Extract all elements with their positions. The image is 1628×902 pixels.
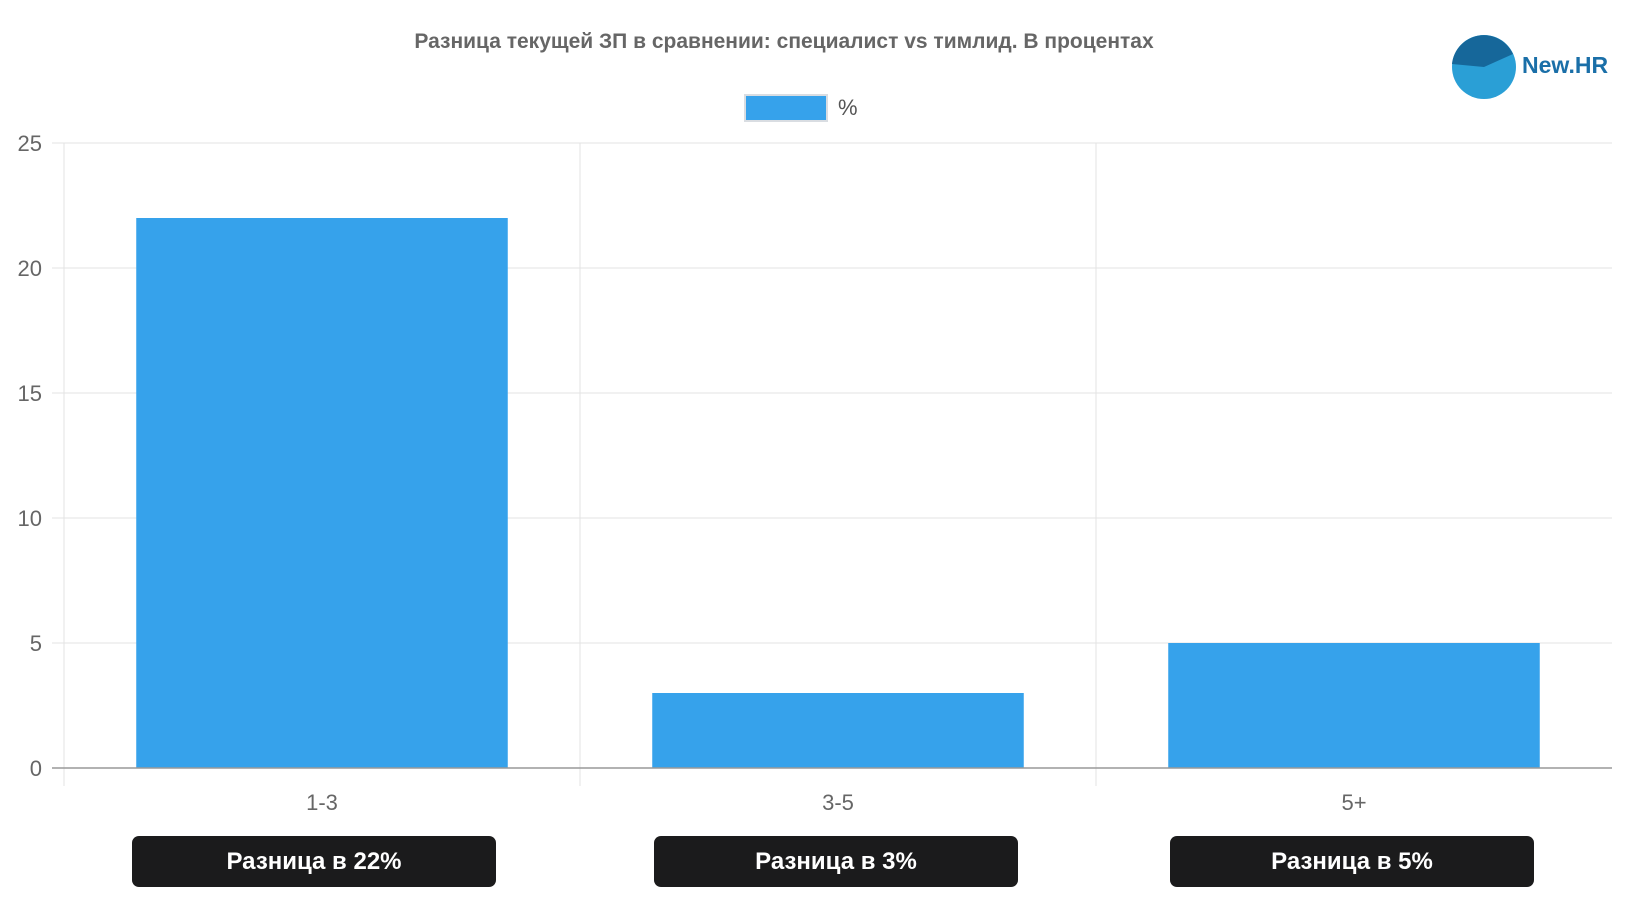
annotation-badge-3-5: Разница в 3% bbox=[654, 836, 1018, 887]
y-tick-label: 20 bbox=[18, 256, 42, 281]
logo-text: New.HR bbox=[1522, 52, 1609, 78]
y-tick-label: 0 bbox=[30, 756, 42, 781]
bar-1-3 bbox=[136, 218, 508, 768]
y-tick-label: 5 bbox=[30, 631, 42, 656]
x-tick-label: 5+ bbox=[1341, 790, 1366, 815]
bar-3-5 bbox=[652, 693, 1024, 768]
newhr-logo bbox=[1450, 34, 1620, 100]
legend-swatch[interactable] bbox=[746, 96, 826, 120]
y-tick-label: 15 bbox=[18, 381, 42, 406]
bar-5+ bbox=[1168, 643, 1540, 768]
chart-title: Разница текущей ЗП в сравнении: специали… bbox=[414, 30, 1154, 53]
logo-circle-icon bbox=[1452, 35, 1516, 99]
y-tick-label: 25 bbox=[18, 131, 42, 156]
x-tick-label: 3-5 bbox=[822, 790, 854, 815]
y-tick-label: 10 bbox=[18, 506, 42, 531]
annotation-badge-5plus: Разница в 5% bbox=[1170, 836, 1534, 887]
legend-label: % bbox=[838, 95, 858, 120]
annotation-badge-1-3: Разница в 22% bbox=[132, 836, 496, 887]
x-tick-label: 1-3 bbox=[306, 790, 338, 815]
